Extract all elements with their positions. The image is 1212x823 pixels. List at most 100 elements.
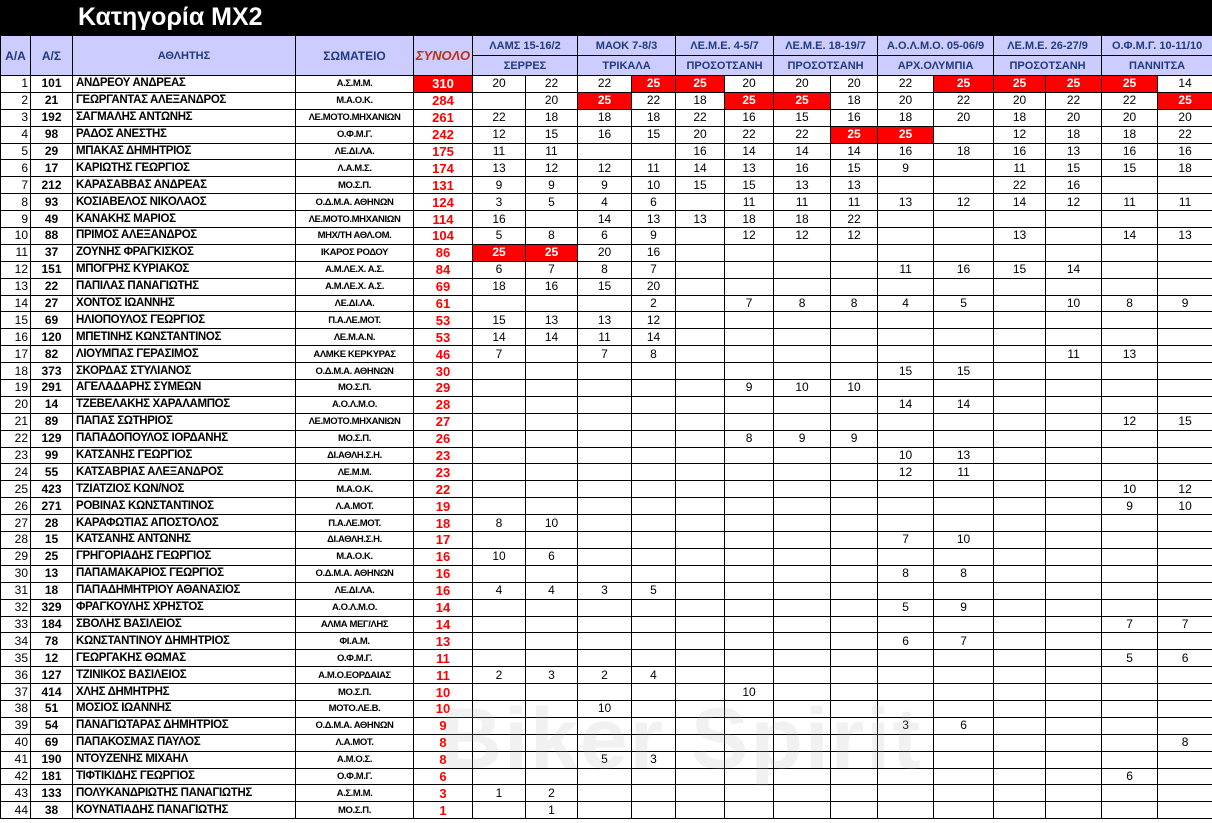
score-cell — [877, 784, 935, 803]
total-cell: 23 — [413, 463, 473, 482]
score-cell — [524, 497, 579, 516]
score-cell — [675, 294, 726, 313]
score-cell — [524, 598, 579, 617]
score-cell — [524, 716, 579, 735]
race-number-cell: 93 — [30, 193, 73, 212]
score-cell — [877, 683, 935, 701]
score-cell: 12 — [1157, 480, 1212, 499]
score-cell — [724, 243, 775, 262]
score-cell: 5 — [877, 598, 935, 617]
score-cell — [1045, 446, 1103, 465]
table-row: 9 49 ΚΑΝΑΚΗΣ ΜΑΡΙΟΣ ΛΕ.ΜΟΤΟ.ΜΗΧΑΝΙΩΝ 114 16 14… — [0, 210, 1212, 229]
score-cell — [724, 311, 775, 330]
score-cell: 14 — [773, 142, 832, 161]
score-cell — [933, 514, 995, 533]
score-cell: 15 — [631, 125, 677, 144]
score-cell — [993, 294, 1047, 313]
score-cell — [830, 480, 879, 499]
total-cell: 86 — [413, 243, 473, 262]
score-cell: 18 — [631, 108, 677, 127]
score-cell — [933, 210, 995, 229]
race-number-cell: 120 — [30, 328, 73, 347]
score-cell — [1101, 716, 1159, 735]
score-cell — [1101, 210, 1159, 229]
score-cell — [877, 581, 935, 600]
event-location: ΣΕΡΡΕΣ — [471, 55, 579, 76]
score-cell — [830, 446, 879, 465]
score-cell — [773, 750, 832, 769]
total-cell: 284 — [413, 91, 473, 110]
score-cell — [577, 784, 633, 803]
table-row: 41 190 ΝΤΟΥΖΕΝΗΣ ΜΙΧΑΗΛ Α.Μ.Ο.Σ. 8 5 3 — [0, 750, 1212, 769]
score-cell: 25 — [1101, 75, 1159, 93]
score-cell: 5 — [577, 750, 633, 769]
score-cell: 2 — [524, 784, 579, 803]
score-cell — [631, 649, 677, 668]
race-number-cell: 29 — [30, 142, 73, 161]
club-cell: Α.Μ.ΛΕ.Χ. Α.Σ. — [295, 277, 414, 296]
score-cell — [577, 429, 633, 448]
total-cell: 16 — [413, 581, 473, 600]
score-cell — [830, 784, 879, 803]
score-cell: 11 — [1157, 193, 1212, 212]
score-cell — [933, 784, 995, 803]
score-cell — [472, 716, 526, 735]
score-cell — [577, 615, 633, 634]
rank-cell: 18 — [0, 362, 31, 381]
score-cell — [724, 581, 775, 600]
score-cell — [993, 429, 1047, 448]
table-row: 28 15 ΚΑΤΣΑΝΗΣ ΑΝΤΩΝΗΣ ΔΙ.ΑΘΛΗ.Σ.Η. 17 7 10 — [0, 531, 1212, 549]
total-cell: 9 — [413, 716, 473, 735]
score-cell: 3 — [472, 193, 526, 212]
event-location: ΠΡΟΣΟΤΣΑΝΗ — [993, 55, 1103, 76]
score-cell: 22 — [773, 125, 832, 144]
score-cell — [472, 429, 526, 448]
score-cell — [1045, 243, 1103, 262]
score-cell: 15 — [724, 176, 775, 195]
score-cell: 16 — [577, 125, 633, 144]
event-header: ΜΑΟΚ 7-8/3 — [577, 35, 677, 56]
score-cell — [933, 159, 995, 178]
race-number-cell: 98 — [30, 125, 73, 144]
score-cell — [1157, 598, 1212, 617]
score-cell: 7 — [524, 260, 579, 279]
score-cell: 10 — [830, 379, 879, 397]
score-cell: 16 — [1157, 142, 1212, 161]
score-cell — [830, 632, 879, 651]
score-cell: 16 — [675, 142, 726, 161]
score-cell — [830, 345, 879, 364]
score-cell: 1 — [472, 784, 526, 803]
score-cell — [830, 581, 879, 600]
score-cell — [524, 767, 579, 786]
rank-cell: 27 — [0, 514, 31, 533]
table-row: 5 29 ΜΠΑΚΑΣ ΔΗΜΗΤΡΙΟΣ ΛΕ.ΔΙ.ΛΑ. 175 11 11 16 14 1… — [0, 142, 1212, 161]
table-row: 29 25 ΓΡΗΓΟΡΙΑΔΗΣ ΓΕΩΡΓΙΟΣ Μ.Α.Ο.Κ. 16 10 6 — [0, 547, 1212, 566]
score-cell: 5 — [631, 581, 677, 600]
race-number-cell: 184 — [30, 615, 73, 634]
score-cell — [1157, 429, 1212, 448]
score-cell — [724, 767, 775, 786]
score-cell — [1045, 210, 1103, 229]
score-cell — [830, 683, 879, 701]
score-cell — [631, 716, 677, 735]
event-location: ΠΡΟΣΟΤΣΑΝΗ — [773, 55, 879, 76]
score-cell: 18 — [675, 91, 726, 110]
table-row: 15 69 ΗΛΙΟΠΟΥΛΟΣ ΓΕΩΡΓΙΟΣ Π.Α.ΛΕ.ΜΟΤ. 53 15 13… — [0, 311, 1212, 330]
score-cell — [724, 699, 775, 718]
score-cell — [724, 480, 775, 499]
score-cell — [830, 412, 879, 431]
score-cell — [830, 750, 879, 769]
score-cell — [524, 429, 579, 448]
score-cell: 11 — [1101, 193, 1159, 212]
score-cell — [830, 395, 879, 414]
rank-cell: 6 — [0, 159, 31, 178]
athlete-name-cell: ΠΑΠΑΔΗΜΗΤΡΙΟΥ ΑΘΑΝΑΣΙΟΣ — [72, 581, 296, 600]
score-cell — [1101, 598, 1159, 617]
score-cell — [773, 632, 832, 651]
score-cell — [1045, 277, 1103, 296]
score-cell: 9 — [724, 379, 775, 397]
score-cell: 13 — [524, 311, 579, 330]
score-cell — [773, 767, 832, 786]
score-cell — [993, 345, 1047, 364]
score-cell — [773, 733, 832, 752]
